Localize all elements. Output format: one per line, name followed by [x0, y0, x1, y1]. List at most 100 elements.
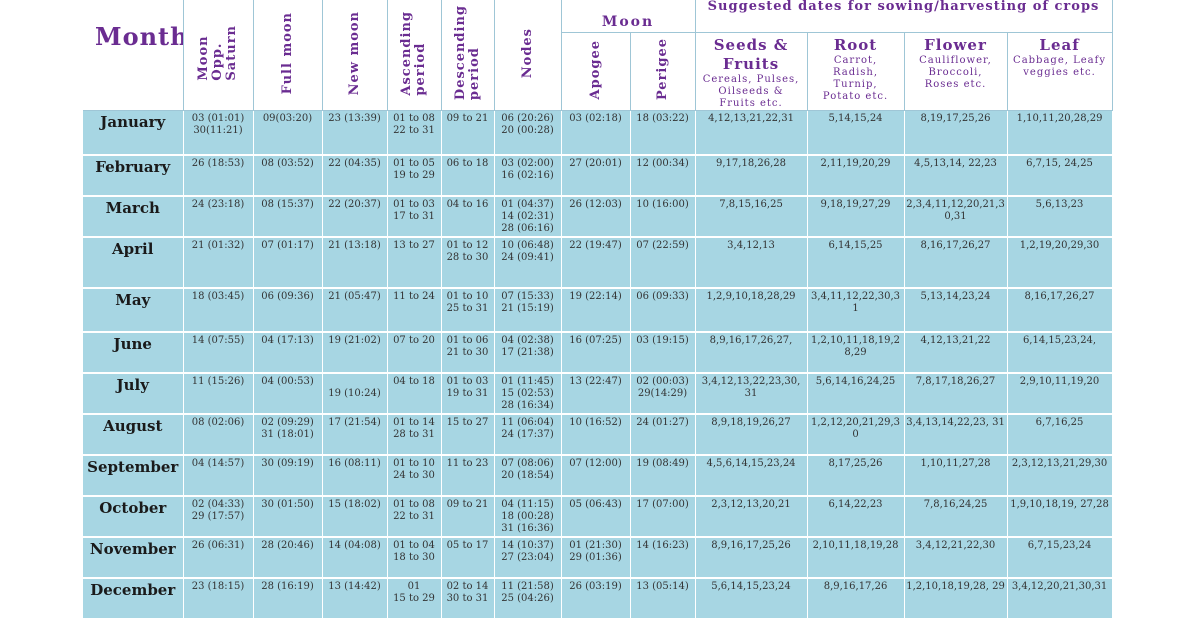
- leaf-cell: 2,9,10,11,19,20: [1007, 372, 1113, 414]
- apogee-cell: 10 (16:52): [561, 413, 631, 455]
- root-cell: 5,14,15,24: [807, 110, 905, 155]
- table-header: Month Moon Opp. Saturn Full moon New moo…: [83, 0, 1113, 111]
- apogee-header: Apogee: [561, 32, 631, 111]
- full-moon-cell: 08 (15:37): [253, 195, 323, 237]
- table-row: December 23 (18:15) 28 (16:19) 13 (14:42) 01…: [83, 577, 1113, 619]
- month-cell: March: [83, 195, 184, 237]
- full-moon-cell: 04 (00:53): [253, 372, 323, 414]
- seeds-fruits-cell: 1,2,9,10,18,28,29: [695, 287, 808, 332]
- new-moon-cell: 17 (21:54): [322, 413, 388, 455]
- root-header: Root Carrot, Radish, Turnip, Potato etc.: [807, 32, 905, 111]
- month-cell: November: [83, 536, 184, 578]
- descending-period-cell: 09 to 21: [441, 495, 495, 537]
- perigee-cell: 06 (09:33): [630, 287, 696, 332]
- seeds-fruits-cell: 9,17,18,26,28: [695, 154, 808, 196]
- moon-opp-saturn-cell: 04 (14:57): [183, 454, 254, 496]
- month-cell: August: [83, 413, 184, 455]
- full-moon-cell: 28 (20:46): [253, 536, 323, 578]
- nodes-cell: 04 (11:15) 18 (00:28) 31 (16:36): [494, 495, 562, 537]
- descending-period-cell: 01 to 03 19 to 31: [441, 372, 495, 414]
- flower-cell: 7,8,17,18,26,27: [904, 372, 1008, 414]
- leaf-cell: 6,7,15,23,24: [1007, 536, 1113, 578]
- apogee-cell: 13 (22:47): [561, 372, 631, 414]
- ascending-period-cell: 01 to 04 18 to 30: [387, 536, 442, 578]
- month-cell: October: [83, 495, 184, 537]
- month-cell: June: [83, 331, 184, 373]
- table-row: October 02 (04:33) 29 (17:57) 30 (01:50) 15…: [83, 495, 1113, 537]
- flower-subtitle: Cauliflower, Broccoli, Roses etc.: [919, 55, 992, 90]
- perigee-cell: 19 (08:49): [630, 454, 696, 496]
- nodes-cell: 06 (20:26) 20 (00:28): [494, 110, 562, 155]
- full-moon-cell: 04 (17:13): [253, 331, 323, 373]
- leaf-subtitle: Cabbage, Leafy veggies etc.: [1013, 55, 1106, 78]
- root-cell: 1,2,12,20,21,29,3 0: [807, 413, 905, 455]
- flower-cell: 8,16,17,26,27: [904, 236, 1008, 288]
- leaf-cell: 6,7,16,25: [1007, 413, 1113, 455]
- moon-group-header: Moon: [561, 0, 696, 33]
- leaf-cell: 6,14,15,23,24,: [1007, 331, 1113, 373]
- leaf-cell: 6,7,15, 24,25: [1007, 154, 1113, 196]
- ascending-period-cell: 01 to 10 24 to 30: [387, 454, 442, 496]
- table-row: January 03 (01:01) 30(11:21) 09(03:20) 23 (…: [83, 110, 1113, 155]
- root-title: Root: [833, 36, 878, 54]
- new-moon-cell: 13 (14:42): [322, 577, 388, 619]
- nodes-cell: 04 (02:38) 17 (21:38): [494, 331, 562, 373]
- perigee-cell: 02 (00:03) 29(14:29): [630, 372, 696, 414]
- nodes-cell: 11 (06:04) 24 (17:37): [494, 413, 562, 455]
- moon-opp-saturn-cell: 26 (06:31): [183, 536, 254, 578]
- apogee-cell: 16 (07:25): [561, 331, 631, 373]
- perigee-cell: 12 (00:34): [630, 154, 696, 196]
- descending-period-cell: 05 to 17: [441, 536, 495, 578]
- ascending-period-cell: 01 to 05 19 to 29: [387, 154, 442, 196]
- new-moon-header: New moon: [322, 0, 388, 111]
- perigee-cell: 03 (19:15): [630, 331, 696, 373]
- leaf-header: Leaf Cabbage, Leafy veggies etc.: [1007, 32, 1113, 111]
- new-moon-cell: 23 (13:39): [322, 110, 388, 155]
- moon-opp-saturn-cell: 14 (07:55): [183, 331, 254, 373]
- apogee-cell: 19 (22:14): [561, 287, 631, 332]
- crops-group-header: Suggested dates for sowing/harvesting of…: [695, 0, 1113, 33]
- perigee-label: Perigee: [654, 38, 670, 101]
- root-cell: 8,9,16,17,26: [807, 577, 905, 619]
- perigee-cell: 10 (16:00): [630, 195, 696, 237]
- ascending-period-cell: 07 to 20: [387, 331, 442, 373]
- flower-cell: 4,12,13,21,22: [904, 331, 1008, 373]
- month-cell: April: [83, 236, 184, 288]
- table-row: August 08 (02:06) 02 (09:29) 31 (18:01) 17 …: [83, 413, 1113, 455]
- nodes-cell: 01 (11:45) 15 (02:53) 28 (16:34): [494, 372, 562, 414]
- apogee-cell: 27 (20:01): [561, 154, 631, 196]
- nodes-cell: 14 (10:37) 27 (23:04): [494, 536, 562, 578]
- descending-header: Descending period: [441, 0, 495, 111]
- new-moon-cell: 16 (08:11): [322, 454, 388, 496]
- flower-cell: 3,4,12,21,22,30: [904, 536, 1008, 578]
- descending-period-cell: 01 to 10 25 to 31: [441, 287, 495, 332]
- seeds-fruits-cell: 8,9,16,17,25,26: [695, 536, 808, 578]
- new-moon-cell: 14 (04:08): [322, 536, 388, 578]
- ascending-period-cell: 01 to 03 17 to 31: [387, 195, 442, 237]
- root-cell: 6,14,22,23: [807, 495, 905, 537]
- seeds-fruits-cell: 8,9,18,19,26,27: [695, 413, 808, 455]
- moon-opp-saturn-cell: 08 (02:06): [183, 413, 254, 455]
- descending-label: Descending period: [452, 5, 482, 101]
- descending-period-cell: 02 to 14 30 to 31: [441, 577, 495, 619]
- flower-cell: 1,2,10,18,19,28, 29: [904, 577, 1008, 619]
- ascending-period-cell: 01 to 08 22 to 31: [387, 495, 442, 537]
- nodes-cell: 07 (08:06) 20 (18:54): [494, 454, 562, 496]
- moon-calendar-table-wrapper: Month Moon Opp. Saturn Full moon New moo…: [83, 0, 1113, 620]
- nodes-cell: 07 (15:33) 21 (15:19): [494, 287, 562, 332]
- seeds-fruits-cell: 7,8,15,16,25: [695, 195, 808, 237]
- nodes-cell: 03 (02:00) 16 (02:16): [494, 154, 562, 196]
- moon-opp-saturn-cell: 26 (18:53): [183, 154, 254, 196]
- root-cell: 1,2,10,11,18,19,2 8,29: [807, 331, 905, 373]
- root-cell: 8,17,25,26: [807, 454, 905, 496]
- ascending-header: Ascending period: [387, 0, 442, 111]
- root-cell: 2,10,11,18,19,28: [807, 536, 905, 578]
- nodes-cell: 01 (04:37) 14 (02:31) 28 (06:16): [494, 195, 562, 237]
- ascending-period-cell: 04 to 18: [387, 372, 442, 414]
- month-cell: January: [83, 110, 184, 155]
- ascending-period-cell: 01 to 14 28 to 31: [387, 413, 442, 455]
- nodes-header: Nodes: [494, 0, 562, 111]
- moon-opp-saturn-cell: 24 (23:18): [183, 195, 254, 237]
- perigee-cell: 17 (07:00): [630, 495, 696, 537]
- table-row: September 04 (14:57) 30 (09:19) 16 (08:11) 0…: [83, 454, 1113, 496]
